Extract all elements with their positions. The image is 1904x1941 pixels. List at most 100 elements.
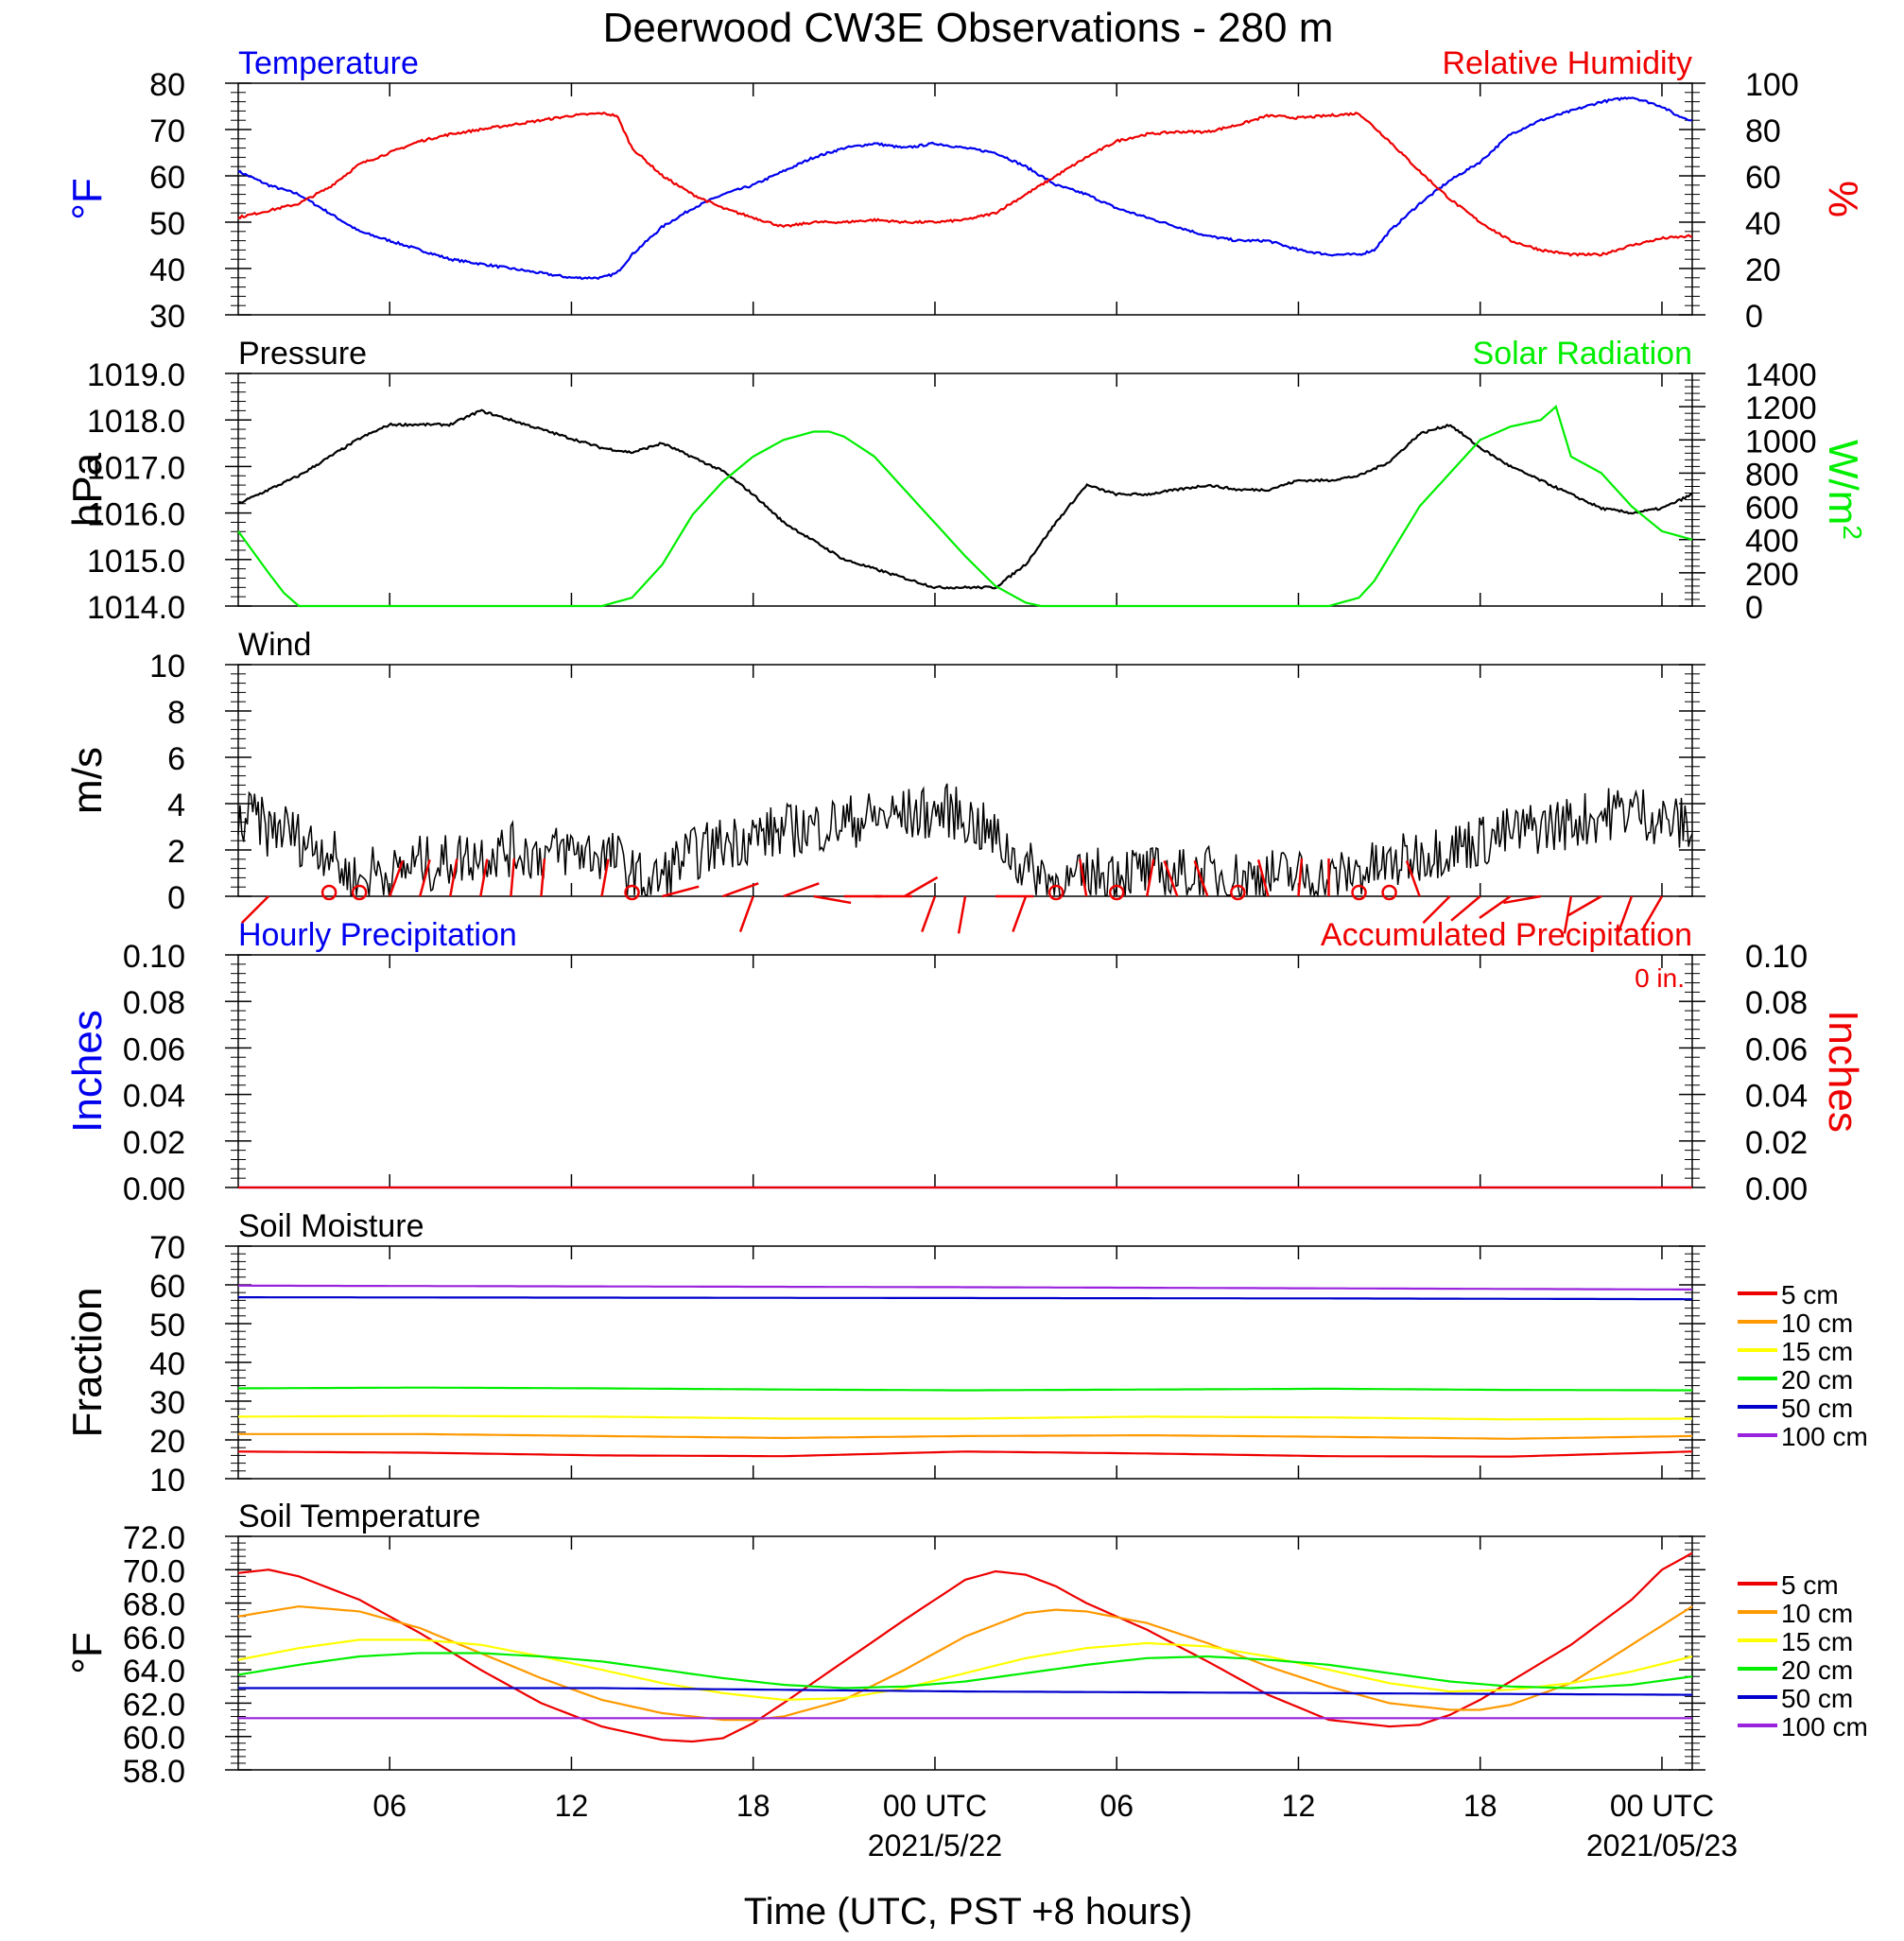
calm-wind-marker — [320, 884, 338, 901]
x-tick-date-label: 2021/05/23 — [1586, 1828, 1738, 1863]
right-tick-label: 20 — [1745, 252, 1781, 288]
plot-frame — [237, 373, 1693, 607]
wind-barb — [1297, 858, 1304, 897]
legend-label: 15 cm — [1781, 1627, 1853, 1656]
left-tick-label: 72.0 — [123, 1520, 185, 1556]
wind-barb — [1563, 895, 1573, 934]
left-tick-label: 80 — [149, 67, 185, 103]
x-tick-date-label: 2021/5/22 — [868, 1828, 1002, 1863]
wind-barb — [738, 895, 754, 933]
legend-label: 5 cm — [1781, 1280, 1839, 1309]
left-tick-label: 10 — [149, 649, 185, 685]
right-tick-label: 0.04 — [1745, 1079, 1808, 1115]
right-tick-label: 200 — [1745, 557, 1799, 593]
calm-wind-marker — [1047, 884, 1065, 901]
left-tick-label: 62.0 — [123, 1687, 185, 1723]
wind-barb — [904, 875, 939, 898]
series-line-50-cm — [238, 1295, 1692, 1301]
panel-right-title: Accumulated Precipitation — [1321, 917, 1692, 953]
legend-label: 50 cm — [1781, 1684, 1853, 1713]
wind-barb — [1618, 895, 1634, 933]
wind-barb — [722, 882, 759, 898]
wind-barb — [1193, 859, 1209, 897]
right-tick-label: 0.10 — [1745, 939, 1808, 975]
wind-barb — [240, 895, 269, 925]
panel-left-title: Pressure — [238, 336, 367, 372]
wind-barb — [1641, 895, 1664, 930]
left-tick-label: 10 — [149, 1463, 185, 1499]
wind-barb — [1405, 859, 1421, 897]
left-tick-label: 30 — [149, 299, 185, 335]
series-line-10-cm — [238, 1432, 1693, 1440]
left-tick-label: 1018.0 — [87, 404, 185, 440]
left-tick-label: 2 — [167, 834, 185, 870]
panel-pressure-solar: 1014.0 1015.0 1016.0 1017.0 1018.0 1019.0 0200… — [64, 336, 1868, 626]
right-tick-label: 1400 — [1745, 357, 1817, 393]
left-tick-label: 8 — [167, 695, 185, 731]
series-line-15-cm — [237, 1638, 1693, 1702]
left-axis-unit: m/s — [64, 747, 111, 814]
legend-label: 100 cm — [1781, 1712, 1868, 1742]
x-axis: 06 12 18 00 UTC 2021/5/22 06 12 18 00 UTC 2021/05… — [372, 1789, 1738, 1863]
series-line-5-cm — [237, 1450, 1693, 1458]
legend-label: 5 cm — [1781, 1570, 1839, 1600]
left-axis-unit: hPa — [64, 452, 111, 527]
left-tick-label: 0.10 — [123, 939, 185, 975]
calm-wind-marker — [1108, 884, 1125, 901]
left-axis-unit: Inches — [64, 1010, 111, 1133]
wind-barb — [449, 858, 459, 897]
right-axis-unit: Inches — [1820, 1010, 1866, 1133]
plot-frame — [237, 1535, 1693, 1771]
panel-precip: 0.00 0.02 0.04 0.06 0.08 0.10 0.00 0.02 0.04 0.06… — [64, 917, 1866, 1207]
left-tick-label: 0.06 — [123, 1031, 185, 1067]
wind-barb — [1422, 895, 1451, 925]
wind-barb — [783, 882, 820, 898]
left-tick-label: 60 — [149, 1269, 185, 1305]
calm-wind-marker — [1381, 884, 1397, 901]
left-tick-label: 40 — [149, 1346, 185, 1382]
left-tick-label: 70.0 — [123, 1553, 185, 1589]
right-tick-label: 100 — [1745, 67, 1799, 103]
x-tick-label: 06 — [1099, 1789, 1134, 1823]
panel-left-title: Temperature — [238, 45, 419, 81]
x-axis-label: Time (UTC, PST +8 hours) — [744, 1891, 1193, 1932]
series-line-20-cm — [237, 1652, 1693, 1690]
right-axis-unit: W/m2 — [1820, 440, 1868, 540]
legend-label: 100 cm — [1781, 1422, 1868, 1451]
left-tick-label: 1014.0 — [87, 590, 185, 626]
wind-barb — [1567, 894, 1602, 917]
right-tick-label: 0 — [1745, 299, 1763, 335]
wind-barb — [1503, 894, 1542, 905]
wind-barb — [813, 894, 852, 905]
series-line-15-cm — [238, 1414, 1692, 1421]
panel-temp-rh: 30 40 50 60 70 80 0 20 40 60 80 100 Temperature Relat… — [64, 45, 1866, 335]
left-tick-label: 1016.0 — [87, 497, 185, 533]
panel-left-title: Soil Temperature — [238, 1499, 480, 1534]
series-line-20-cm — [237, 1386, 1692, 1392]
left-tick-label: 50 — [149, 1308, 185, 1343]
right-tick-label: 60 — [1745, 160, 1781, 196]
left-tick-label: 50 — [149, 206, 185, 242]
left-tick-label: 30 — [149, 1385, 185, 1421]
wind-barb — [389, 859, 405, 897]
right-tick-label: 0 — [1745, 590, 1763, 626]
wind-barb — [1163, 859, 1179, 897]
left-axis-unit: °F — [64, 1632, 111, 1673]
wind-barb — [957, 895, 967, 934]
legend-label: 50 cm — [1781, 1394, 1853, 1423]
x-tick-label: 18 — [736, 1789, 770, 1823]
figure-title: Deerwood CW3E Observations - 280 m — [603, 5, 1334, 51]
legend-label: 20 cm — [1781, 1365, 1853, 1395]
calm-wind-marker — [1351, 884, 1367, 901]
series-line-100-cm — [238, 1284, 1692, 1291]
right-axis-unit: % — [1820, 181, 1866, 217]
wind-barb — [540, 858, 546, 897]
left-tick-label: 68.0 — [123, 1587, 185, 1623]
right-tick-label: 0.02 — [1745, 1125, 1808, 1161]
right-tick-label: 1200 — [1745, 390, 1817, 426]
panel-right-title: Relative Humidity — [1442, 45, 1692, 81]
plot-frame — [237, 82, 1693, 316]
left-tick-label: 4 — [167, 788, 185, 823]
legend-label: 10 cm — [1781, 1308, 1853, 1338]
